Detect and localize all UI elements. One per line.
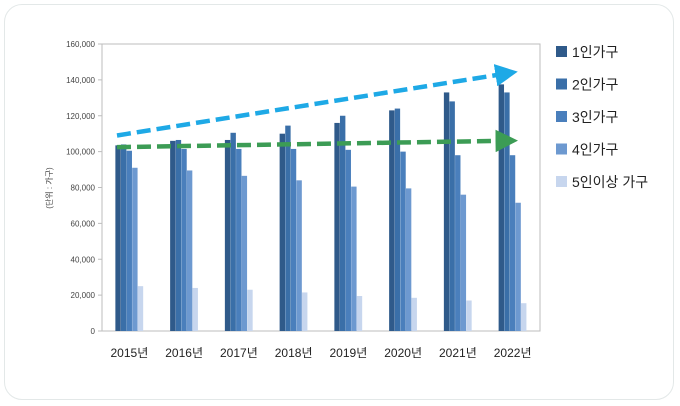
bar (515, 202, 521, 331)
x-tick-label: 2018년 (275, 346, 313, 360)
y-tick-label: 20,000 (71, 291, 96, 300)
bar (466, 300, 472, 331)
y-axis-label-group: (단위 : 가구) (44, 167, 54, 209)
y-axis: 0 20,000 40,000 60,000 80,000 100,000 120,000 1… (66, 40, 102, 336)
x-tick-label: 2015년 (111, 346, 149, 360)
y-tick-label: 120,000 (66, 112, 95, 121)
bar (230, 132, 236, 331)
bar (170, 140, 176, 331)
bar (339, 115, 346, 331)
bar (236, 148, 242, 331)
bar (400, 151, 406, 331)
bar (181, 148, 187, 331)
plot-border (101, 43, 541, 332)
legend-swatch (556, 78, 567, 90)
bar (192, 287, 198, 331)
bar (334, 122, 340, 331)
bar (345, 149, 351, 331)
x-axis: 2015년 2016년 2017년 2018년 2019년 2020년 2021년 2022년 (111, 346, 532, 360)
y-tick-label: 80,000 (71, 184, 96, 193)
bar (290, 148, 297, 331)
legend-label: 5인이상 가구 (572, 174, 648, 190)
bar (247, 289, 253, 331)
x-tick-label: 2022년 (494, 346, 532, 360)
y-tick-label: 0 (91, 327, 96, 336)
legend: 1인가구 2인가구 3인가구 4인가구 5인이상 가구 (556, 44, 648, 190)
bar (186, 170, 193, 331)
bar (449, 101, 455, 332)
bar (509, 155, 516, 331)
x-tick-label: 2021년 (439, 346, 477, 360)
y-tick-label: 160,000 (66, 40, 95, 49)
legend-label: 3인가구 (572, 109, 619, 125)
y-tick-label: 40,000 (71, 255, 96, 264)
y-tick-label: 100,000 (66, 148, 95, 157)
bar (302, 292, 308, 331)
trend-arrow (116, 64, 518, 138)
bar (411, 297, 417, 331)
bar (460, 194, 467, 331)
trend-arrow (116, 129, 518, 153)
legend-swatch (556, 111, 567, 122)
bar (296, 180, 302, 331)
bar (455, 155, 461, 331)
bar (351, 186, 357, 331)
bar (241, 175, 248, 331)
plot-area (101, 43, 541, 332)
bar (504, 92, 510, 332)
bar (405, 188, 412, 331)
bar (389, 110, 395, 332)
bar (175, 139, 182, 331)
bar (120, 144, 127, 331)
x-tick-label: 2019년 (330, 346, 368, 360)
legend-label: 2인가구 (572, 77, 619, 93)
x-tick-label: 2017년 (220, 346, 258, 360)
bars (115, 84, 527, 332)
legend-label: 1인가구 (572, 44, 619, 60)
legend-swatch (556, 143, 567, 155)
y-tick-label: 140,000 (66, 76, 95, 85)
bar (356, 296, 363, 331)
legend-swatch (556, 176, 567, 187)
y-tick-label: 60,000 (71, 219, 96, 228)
bar (498, 84, 505, 331)
bar (443, 92, 450, 332)
trend-arrows (116, 64, 518, 153)
bar (224, 139, 231, 331)
bar (115, 145, 121, 331)
bar (394, 108, 401, 331)
legend-label: 4인가구 (572, 142, 619, 158)
bar (126, 150, 132, 331)
x-tick-label: 2020년 (384, 346, 422, 360)
x-tick-label: 2016년 (165, 346, 203, 360)
bar (137, 286, 144, 331)
bar (285, 125, 291, 331)
bar (279, 133, 286, 331)
legend-swatch (556, 46, 567, 57)
bar (132, 167, 138, 331)
y-axis-label: (단위 : 가구) (44, 167, 54, 209)
bar (521, 303, 527, 331)
